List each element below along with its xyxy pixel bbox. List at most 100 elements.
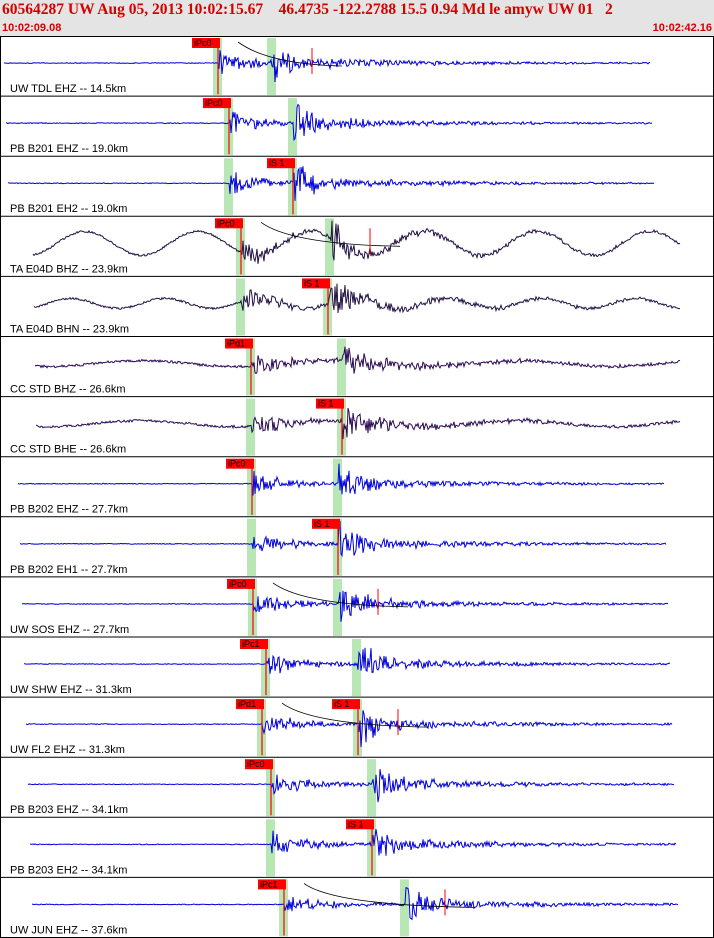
p-pick-marker[interactable] (203, 98, 231, 109)
station-label: PB B203 EH2 -- 34.1km (10, 864, 127, 876)
p-window-band (246, 398, 255, 456)
coda-curve (260, 221, 401, 247)
waveform (3, 50, 651, 83)
trace-panel[interactable]: iS 1 PB B202 EH1 -- 27.7km (0, 518, 714, 578)
p-pick-marker[interactable] (192, 38, 220, 48)
s-pick-marker[interactable] (302, 278, 330, 289)
waveform (33, 283, 681, 314)
p-pick-marker[interactable] (245, 759, 273, 770)
plot-frame (0, 36, 714, 938)
station-label: PB B202 EHZ -- 27.7km (10, 504, 128, 516)
p-pick-marker[interactable] (258, 879, 286, 890)
s-pick-marker[interactable] (312, 518, 340, 529)
p-pick-marker[interactable] (236, 699, 264, 710)
s-window-band (267, 38, 276, 96)
trace-panel[interactable]: iPc0 PB B202 EHZ -- 27.7km (0, 458, 714, 518)
s-window-band (325, 218, 334, 276)
pick-label: iS 1 (304, 278, 320, 288)
p-window-band (266, 819, 275, 877)
pick-label: iS 1 (269, 158, 285, 168)
pick-label: iPd1 (227, 339, 245, 349)
p-pick-marker[interactable] (240, 639, 268, 649)
trace-panel[interactable]: iPd1 iS 1 UW FL2 EHZ -- 31.3km (0, 699, 714, 758)
s-pick-marker[interactable] (316, 398, 344, 409)
trace-panel[interactable]: iPc1 UW SHW EHZ -- 31.3km (0, 639, 714, 698)
p-pick-marker[interactable] (225, 338, 253, 349)
s-window-band (352, 639, 361, 697)
waveform (5, 103, 653, 142)
trace-panel[interactable]: iPc0 UW SOS EHZ -- 27.7km (0, 578, 714, 638)
trace-panel[interactable]: iS 1 PB B203 EH2 -- 34.1km (0, 819, 714, 878)
pick-label: iPc0 (229, 579, 247, 589)
p-pick-marker[interactable] (215, 218, 243, 229)
station-label: UW SHW EHZ -- 31.3km (10, 684, 132, 696)
trace-panel[interactable]: iPc0 TA E04D BHZ -- 23.9km (0, 218, 714, 277)
station-label: UW TDL EHZ -- 14.5km (10, 83, 126, 95)
end-time-label: 10:02:42.16 (652, 22, 712, 34)
s-pick-marker[interactable] (332, 699, 360, 710)
waveform (27, 769, 675, 803)
station-label: CC STD BHZ -- 26.6km (10, 384, 126, 396)
s-window-band (400, 879, 409, 937)
header-bar: 60564287 UW Aug 05, 2013 10:02:15.67 46.… (0, 0, 714, 36)
s-window-band (288, 98, 297, 156)
station-label: TA E04D BHN -- 23.9km (10, 323, 129, 335)
trace-panel[interactable]: iS 1 TA E04D BHN -- 23.9km (0, 278, 714, 337)
waveform (35, 407, 681, 440)
coda-curve (237, 41, 343, 67)
pick-label: iPc0 (247, 759, 265, 769)
trace-panel[interactable]: iPc0 UW TDL EHZ -- 14.5km (0, 38, 714, 97)
waveform (32, 220, 681, 264)
waveform (21, 590, 669, 622)
waveform (31, 887, 679, 921)
pick-label: iPc1 (242, 639, 260, 649)
coda-curve (303, 883, 476, 908)
trace-panel[interactable]: iPc1 UW JUN EHZ -- 37.6km (0, 879, 714, 938)
trace-panel[interactable]: iS 1 PB B201 EH2 -- 19.0km (0, 158, 714, 217)
trace-panel[interactable]: iPc0 PB B203 EHZ -- 34.1km (0, 759, 714, 818)
station-label: PB B201 EHZ -- 19.0km (10, 143, 128, 155)
waveform (19, 520, 667, 558)
s-pick-marker[interactable] (267, 158, 295, 169)
waveform (8, 166, 655, 201)
pick-label: iPc0 (217, 218, 235, 228)
station-label: PB B201 EH2 -- 19.0km (10, 203, 127, 215)
waveform (29, 829, 677, 856)
pick-label: iPc0 (205, 98, 223, 108)
p-pick-marker[interactable] (226, 458, 254, 469)
station-label: TA E04D BHZ -- 23.9km (10, 263, 128, 275)
station-label: CC STD BHE -- 26.6km (10, 444, 126, 456)
s-window-band (333, 458, 342, 516)
station-label: UW FL2 EHZ -- 31.3km (10, 744, 125, 756)
p-window-band (247, 518, 256, 576)
pick-label: iPc0 (228, 459, 246, 469)
s-window-band (367, 759, 376, 817)
waveform (17, 463, 665, 496)
station-label: PB B203 EHZ -- 34.1km (10, 804, 128, 816)
s-pick-marker[interactable] (346, 819, 374, 830)
pick-label: iPd1 (238, 699, 256, 709)
pick-label: iS 1 (348, 819, 364, 829)
trace-panel[interactable]: iPd1 CC STD BHZ -- 26.6km (0, 338, 714, 398)
coda-curve (272, 582, 409, 608)
waveform (24, 647, 671, 674)
station-label: PB B202 EH1 -- 27.7km (10, 564, 127, 576)
station-label: UW JUN EHZ -- 37.6km (10, 924, 127, 936)
waveform (25, 710, 673, 747)
pick-label: iS 1 (334, 699, 350, 709)
s-window-band (333, 578, 342, 636)
pick-label: iPc0 (194, 38, 212, 48)
p-window-band (224, 158, 233, 216)
trace-panel[interactable]: iS 1 CC STD BHE -- 26.6km (0, 398, 714, 458)
p-pick-marker[interactable] (227, 578, 255, 589)
event-title: 60564287 UW Aug 05, 2013 10:02:15.67 46.… (2, 1, 613, 18)
trace-panel[interactable]: iPc0 PB B201 EHZ -- 19.0km (0, 98, 714, 157)
pick-label: iS 1 (314, 519, 330, 529)
p-window-band (236, 278, 245, 336)
pick-label: iPc1 (260, 879, 278, 889)
start-time-label: 10:02:09.08 (2, 22, 62, 34)
coda-curve (281, 702, 429, 728)
waveform (34, 346, 681, 375)
s-window-band (337, 338, 346, 396)
